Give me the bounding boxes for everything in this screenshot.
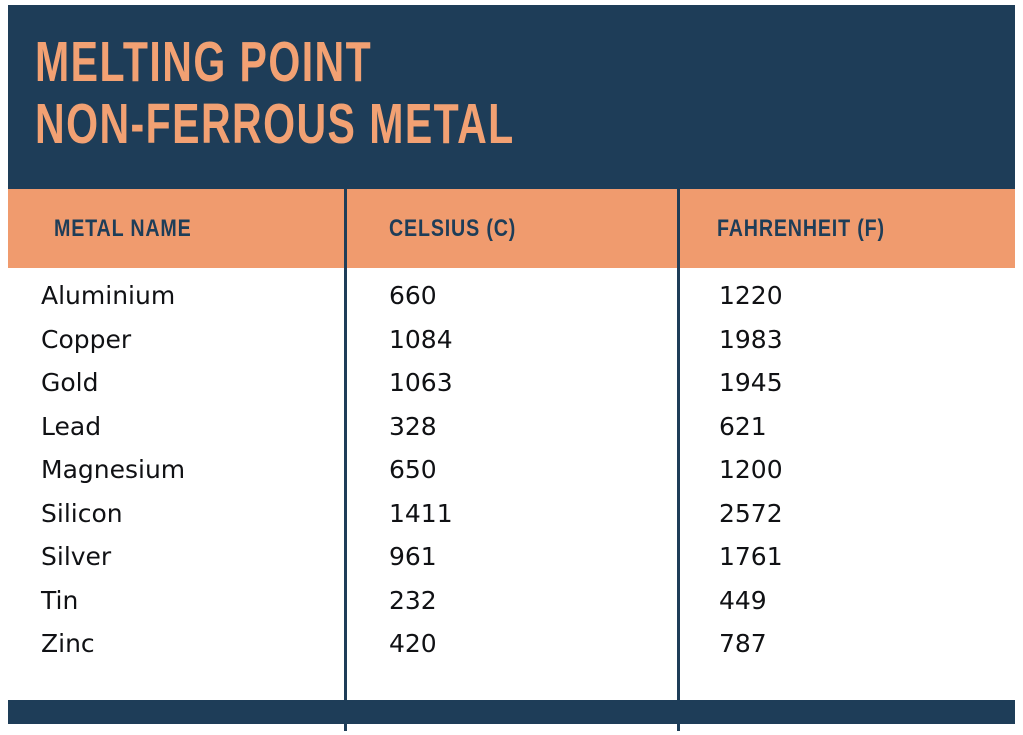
- fahrenheit-cell: 1220: [719, 281, 783, 311]
- metal-name-cell: Silicon: [41, 498, 123, 528]
- column-header-fahrenheit-label: FAHRENHEIT (F): [717, 214, 885, 242]
- celsius-cell: 961: [389, 542, 437, 572]
- metal-name-cell: Aluminium: [41, 281, 176, 311]
- table-row: Copper 1084 1983: [8, 318, 1015, 362]
- celsius-cell: 650: [389, 455, 437, 485]
- fahrenheit-cell: 621: [719, 411, 767, 441]
- table-row: Tin 232 449: [8, 579, 1015, 623]
- column-header-fahrenheit: FAHRENHEIT (F): [677, 215, 1015, 243]
- metal-name-cell: Magnesium: [41, 455, 186, 485]
- celsius-cell: 1063: [389, 368, 453, 398]
- table-row: Magnesium 650 1200: [8, 448, 1015, 492]
- title-block: MELTING POINT NON-FERROUS METAL: [8, 5, 1015, 189]
- column-header-metal-name: METAL NAME: [8, 215, 344, 243]
- table-body: Aluminium 660 1220 Copper 1084 1983 Gold…: [8, 268, 1015, 700]
- page-title-line-2: NON-FERROUS METAL: [35, 92, 515, 156]
- table-row: Lead 328 621: [8, 405, 1015, 449]
- celsius-cell: 660: [389, 281, 437, 311]
- page-title-line-1: MELTING POINT: [35, 30, 373, 94]
- table-row: Aluminium 660 1220: [8, 274, 1015, 318]
- celsius-cell: 232: [389, 585, 437, 615]
- celsius-cell: 420: [389, 629, 437, 659]
- column-divider-1: [344, 189, 347, 731]
- fahrenheit-cell: 1761: [719, 542, 783, 572]
- column-header-celsius-label: CELSIUS (C): [389, 214, 517, 242]
- celsius-cell: 328: [389, 411, 437, 441]
- table-row: Silver 961 1761: [8, 535, 1015, 579]
- fahrenheit-cell: 2572: [719, 498, 783, 528]
- column-header-celsius: CELSIUS (C): [344, 215, 677, 243]
- metal-name-cell: Zinc: [41, 629, 95, 659]
- metal-name-cell: Tin: [41, 585, 79, 615]
- table-row: Gold 1063 1945: [8, 361, 1015, 405]
- table-row: Zinc 420 787: [8, 622, 1015, 666]
- metal-name-cell: Copper: [41, 324, 132, 354]
- fahrenheit-cell: 787: [719, 629, 767, 659]
- footer-bar: [8, 700, 1015, 724]
- fahrenheit-cell: 1983: [719, 324, 783, 354]
- melting-point-infographic-card: MELTING POINT NON-FERROUS METAL METAL NA…: [8, 5, 1015, 731]
- column-header-metal-name-label: METAL NAME: [54, 214, 192, 242]
- bottom-strip: [8, 724, 1015, 731]
- table-row: Silicon 1411 2572: [8, 492, 1015, 536]
- fahrenheit-cell: 449: [719, 585, 767, 615]
- metal-name-cell: Silver: [41, 542, 112, 572]
- metal-name-cell: Gold: [41, 368, 99, 398]
- celsius-cell: 1411: [389, 498, 453, 528]
- fahrenheit-cell: 1945: [719, 368, 783, 398]
- celsius-cell: 1084: [389, 324, 453, 354]
- fahrenheit-cell: 1200: [719, 455, 783, 485]
- metal-name-cell: Lead: [41, 411, 102, 441]
- column-divider-2: [677, 189, 680, 731]
- table-header-row: METAL NAME CELSIUS (C) FAHRENHEIT (F): [8, 189, 1015, 268]
